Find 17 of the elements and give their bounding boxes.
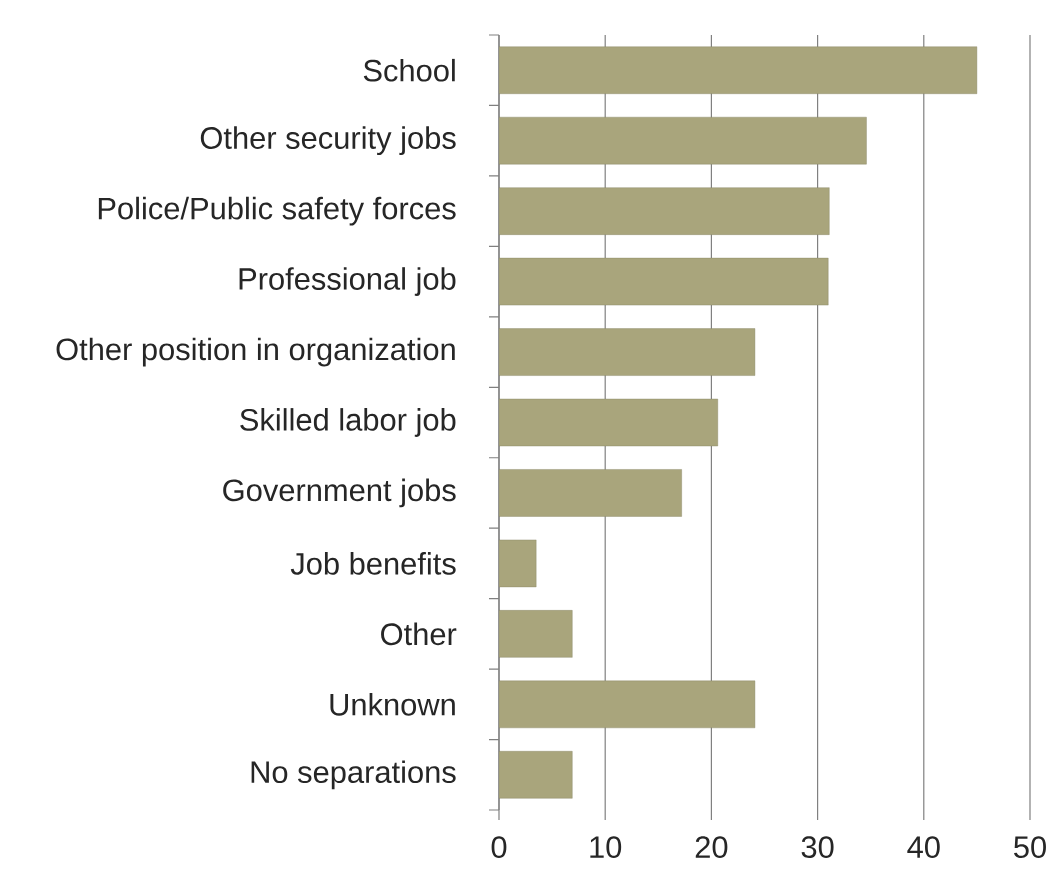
x-tick-label: 10 bbox=[590, 836, 622, 859]
x-tick-label: 40 bbox=[907, 836, 940, 859]
y-tick-label: Other position in organization bbox=[56, 337, 455, 367]
y-tick-label: Other bbox=[381, 622, 457, 646]
y-tick-label: Unknown bbox=[330, 692, 455, 716]
x-tick-label: 50 bbox=[1014, 836, 1046, 859]
y-tick-label: Skilled labor job bbox=[240, 408, 456, 437]
y-tick-label: Job benefits bbox=[290, 552, 456, 575]
x-tick-label: 20 bbox=[695, 836, 728, 859]
y-tick-label: Government jobs bbox=[223, 478, 456, 508]
y-tick-label: Professional job bbox=[239, 267, 456, 296]
y-tick-label: No separations bbox=[251, 760, 456, 790]
y-tick-label: Police/Public safety forces bbox=[98, 196, 456, 226]
y-tick-label: School bbox=[363, 58, 455, 82]
x-tick-label: 30 bbox=[801, 836, 834, 859]
y-tick-label: Other security jobs bbox=[200, 126, 456, 156]
x-tick-label: 0 bbox=[491, 836, 507, 859]
